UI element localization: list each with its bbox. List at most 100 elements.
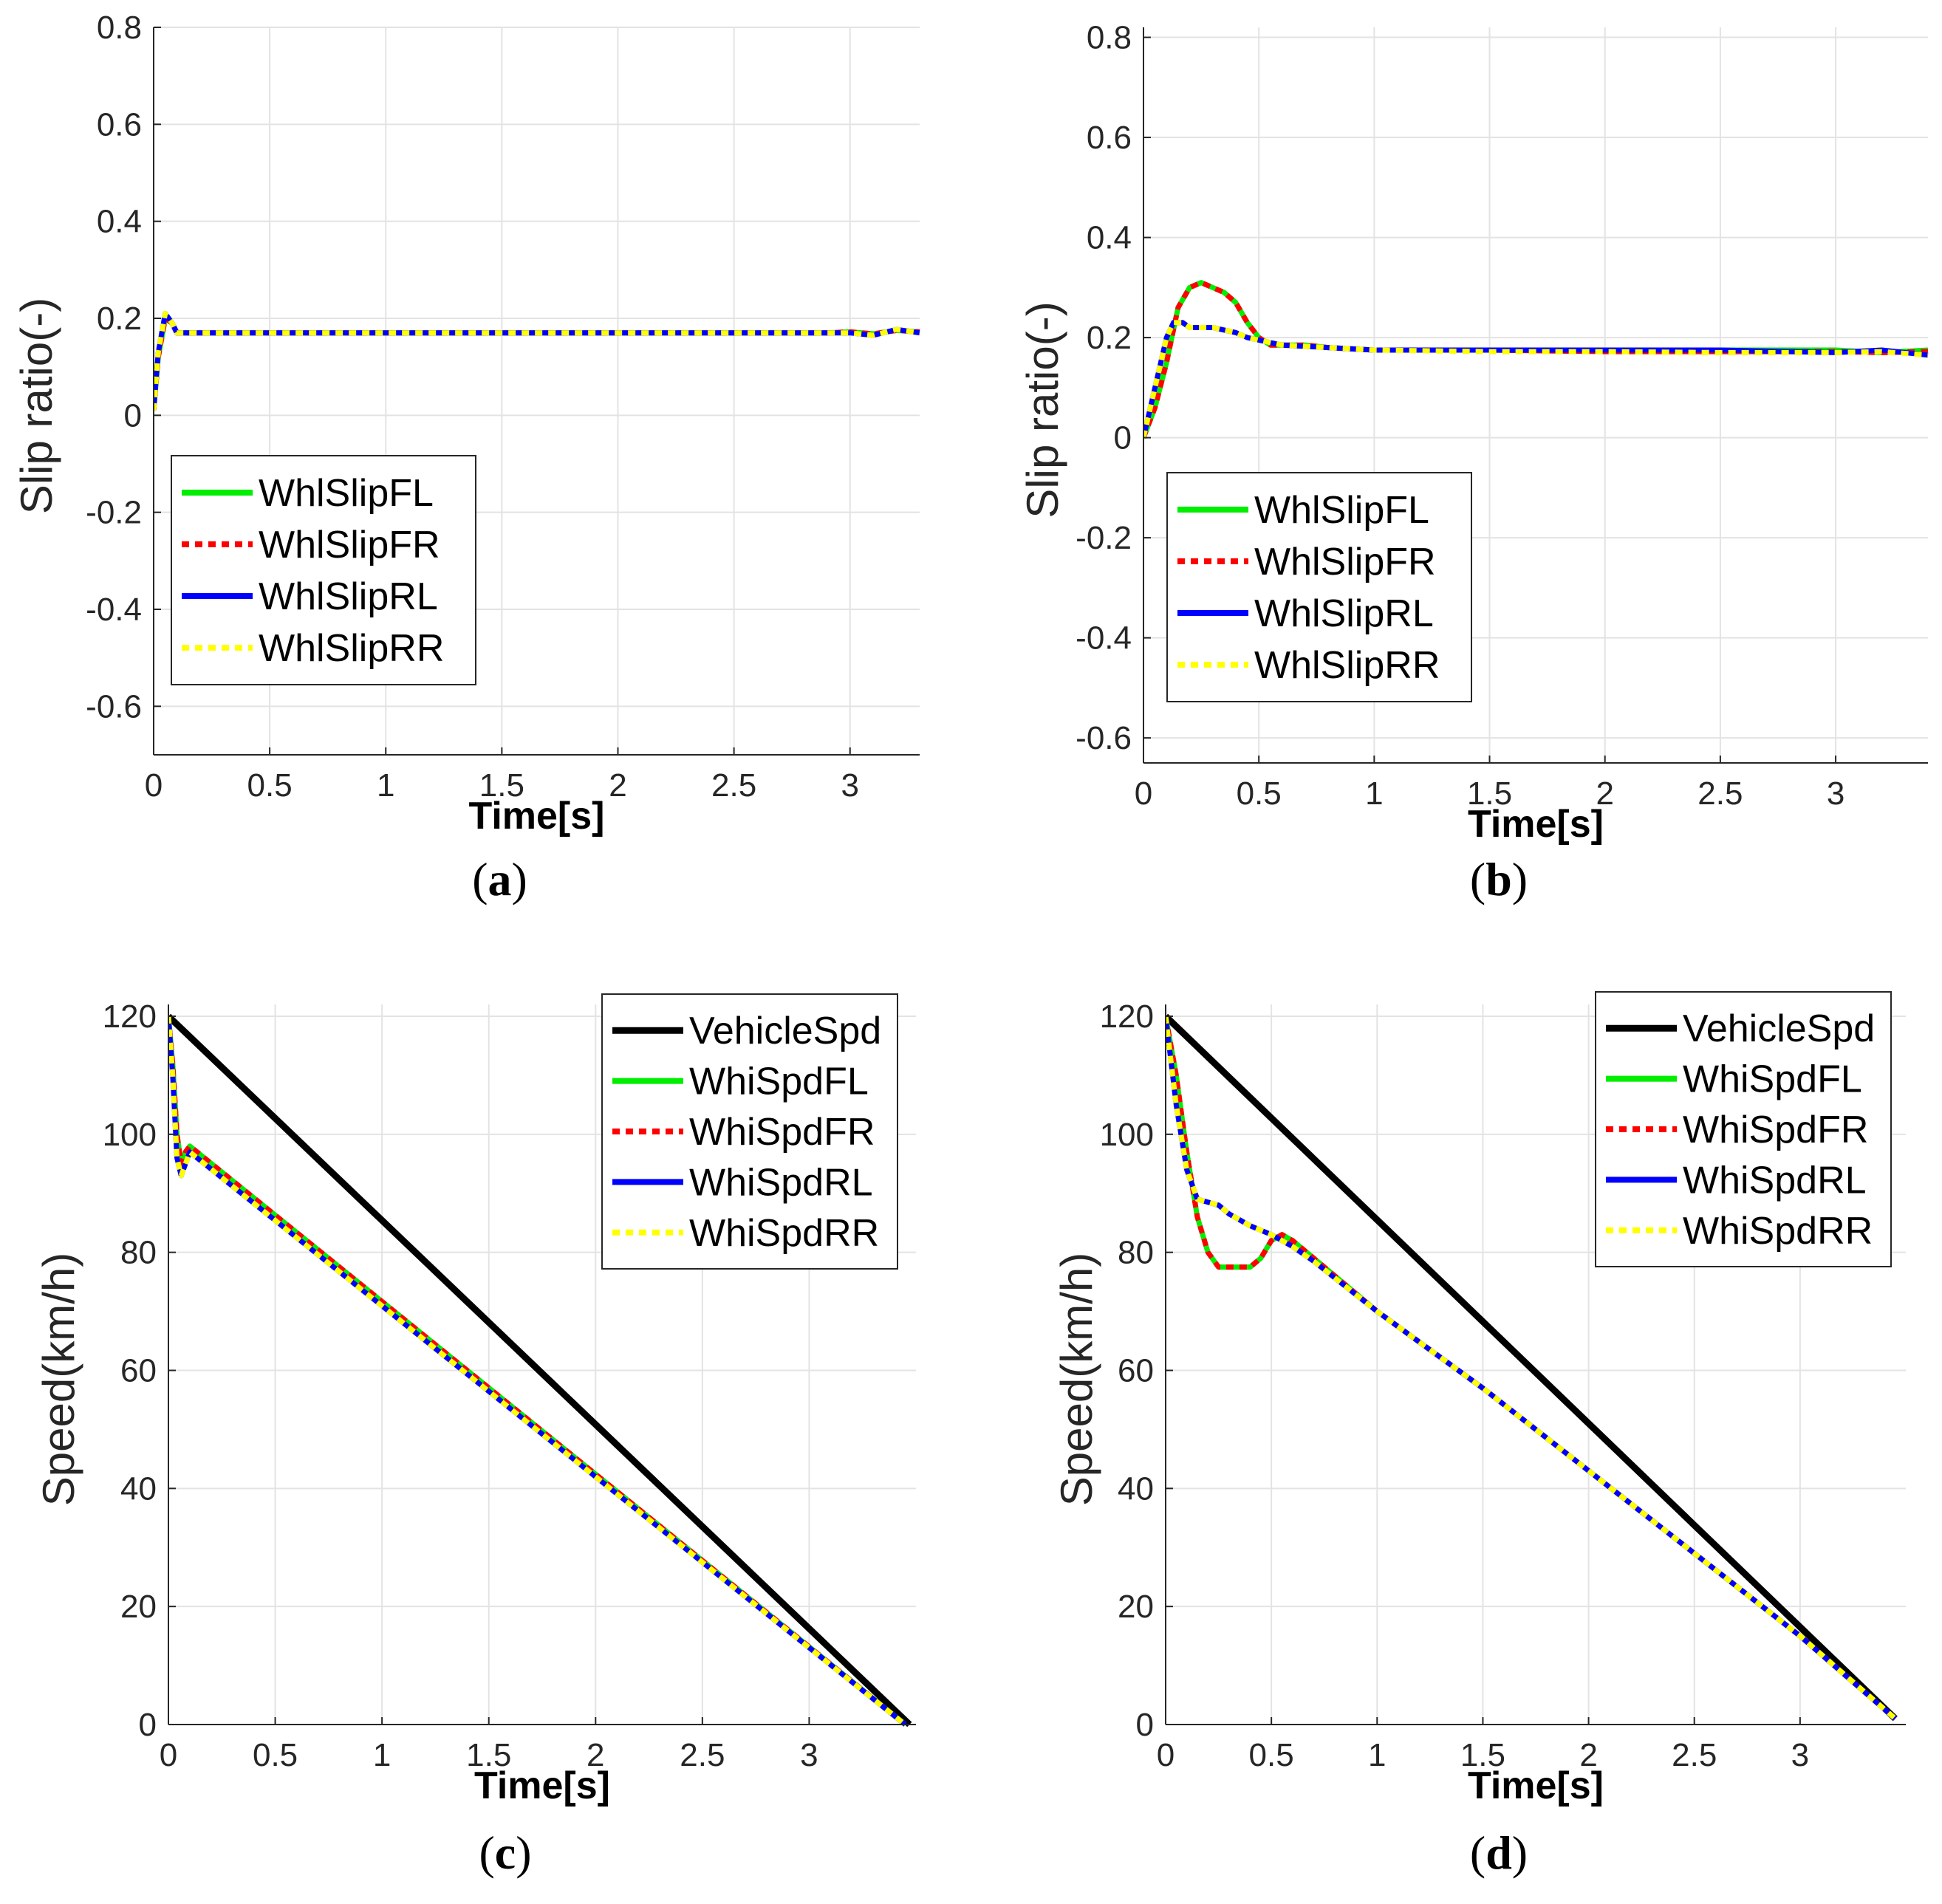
legend-label-WhlSlipFR: WhlSlipFR — [1254, 541, 1436, 583]
y-tick-label: 0 — [1136, 1707, 1154, 1743]
y-axis-label: Speed(km/h) — [1052, 1253, 1101, 1506]
y-tick-label: 100 — [1100, 1117, 1154, 1153]
legend-label-WhiSpdRL: WhiSpdRL — [689, 1161, 873, 1204]
panel-caption: (a) — [472, 853, 527, 905]
panel-d: 0 0.5 1 1.5 2 2.5 3 120 100 80 60 40 20 0 Time[s] Speed… — [1052, 991, 1906, 1879]
y-tick-label: 20 — [120, 1589, 157, 1625]
x-tick-label: 2.5 — [680, 1737, 725, 1773]
series-line-WhiSpdRR — [1166, 1016, 1897, 1721]
y-axis-label: Slip ratio(-) — [12, 298, 61, 514]
panel-a: 0 0.5 1 1.5 2 2.5 3 0.8 0.6 0.4 0.2 0 -0.2 -0.4 -0.6 Ti… — [12, 10, 920, 905]
x-tick-label: 0.5 — [1237, 775, 1282, 812]
legend-label-WhiSpdRR: WhiSpdRR — [1683, 1210, 1873, 1253]
panel-c: 0 0.5 1 1.5 2 2.5 3 120 100 80 60 40 20 0 Time[s] Speed… — [34, 993, 916, 1879]
y-tick-label: 0.6 — [1087, 120, 1132, 156]
x-tick-label: 2.5 — [1672, 1737, 1717, 1773]
x-tick-label: 2 — [1579, 1737, 1597, 1773]
y-tick-label: 80 — [1118, 1235, 1154, 1271]
panel-caption: (d) — [1470, 1826, 1528, 1879]
x-tick-label: 3 — [1791, 1737, 1809, 1773]
legend-box — [601, 993, 898, 1270]
legend-label-WhiSpdFL: WhiSpdFL — [689, 1061, 869, 1103]
y-tick-label: 0 — [124, 397, 142, 434]
legend-label-WhiSpdFR: WhiSpdFR — [689, 1111, 875, 1154]
y-tick-label: 80 — [120, 1235, 157, 1271]
x-tick-label: 1 — [377, 767, 394, 804]
y-tick-label: -0.6 — [86, 688, 142, 725]
x-tick-label: 0.5 — [253, 1737, 298, 1773]
panel-b: 0 0.5 1 1.5 2 2.5 3 0.8 0.6 0.4 0.2 0 -0.2 -0.4 -0.6 Ti… — [1018, 20, 1929, 905]
y-tick-label: 0.4 — [97, 204, 142, 240]
series-line-WhlSlipRR — [1143, 320, 1929, 439]
y-tick-label: 40 — [120, 1470, 157, 1507]
legend-label-WhlSlipRL: WhlSlipRL — [259, 575, 438, 618]
y-tick-label: -0.2 — [86, 495, 142, 531]
x-axis-label: Time[s] — [1468, 1764, 1604, 1807]
panel-caption: (c) — [479, 1826, 531, 1879]
y-tick-label: 0.6 — [97, 106, 142, 143]
x-axis-label: Time[s] — [474, 1764, 610, 1807]
x-tick-label: 0 — [1135, 775, 1152, 812]
y-tick-label: 120 — [103, 999, 157, 1035]
x-tick-label: 3 — [841, 767, 858, 804]
x-tick-label: 2 — [587, 1737, 604, 1773]
y-tick-label: 120 — [1100, 999, 1154, 1035]
x-tick-label: 3 — [1827, 775, 1844, 812]
y-tick-label: 0.4 — [1087, 220, 1132, 256]
legend-label-WhiSpdRR: WhiSpdRR — [689, 1212, 879, 1255]
legend-label-WhlSlipRL: WhlSlipRL — [1254, 592, 1434, 635]
series-line-WhiSpdFR — [168, 1016, 907, 1727]
x-axis-label: Time[s] — [1468, 803, 1604, 846]
x-tick-label: 0.5 — [1249, 1737, 1294, 1773]
x-tick-label: 0.5 — [247, 767, 293, 804]
y-tick-label: 40 — [1118, 1470, 1154, 1507]
x-tick-label: 1 — [1365, 775, 1383, 812]
series-line-WhiSpdRR — [168, 1016, 907, 1727]
y-tick-label: 20 — [1118, 1589, 1154, 1625]
x-axis-label: Time[s] — [469, 795, 605, 838]
legend-label-WhlSlipFR: WhlSlipFR — [259, 524, 440, 566]
series-line-WhlSlipRR — [154, 310, 920, 411]
y-tick-label: 0.8 — [97, 10, 142, 46]
y-tick-label: -0.4 — [1076, 620, 1132, 657]
x-tick-label: 1 — [1368, 1737, 1386, 1773]
x-tick-label: 3 — [800, 1737, 818, 1773]
x-tick-label: 1.5 — [1460, 1737, 1505, 1773]
legend-label-WhlSlipFL: WhlSlipFL — [1254, 489, 1429, 532]
legend-label-VehicleSpd: VehicleSpd — [689, 1010, 881, 1052]
y-tick-label: 100 — [103, 1117, 157, 1153]
y-tick-label: -0.4 — [86, 592, 142, 628]
x-tick-label: 2.5 — [711, 767, 756, 804]
y-tick-label: -0.2 — [1076, 520, 1132, 556]
legend-label-WhlSlipFL: WhlSlipFL — [259, 472, 434, 515]
x-tick-label: 2 — [1596, 775, 1613, 812]
legend-label-WhlSlipRR: WhlSlipRR — [1254, 644, 1440, 687]
legend-label-WhiSpdFL: WhiSpdFL — [1683, 1058, 1862, 1101]
y-tick-label: 0 — [139, 1707, 157, 1743]
legend-label-WhiSpdRL: WhiSpdRL — [1683, 1159, 1867, 1202]
y-axis-label: Speed(km/h) — [34, 1253, 83, 1506]
x-tick-label: 1.5 — [479, 767, 524, 804]
x-tick-label: 1.5 — [466, 1737, 511, 1773]
y-tick-label: -0.6 — [1076, 720, 1132, 756]
legend-label-WhiSpdFR: WhiSpdFR — [1683, 1109, 1868, 1151]
y-tick-label: 0.8 — [1087, 20, 1132, 56]
x-tick-label: 2 — [609, 767, 626, 804]
legend-label-WhlSlipRR: WhlSlipRR — [259, 627, 444, 670]
y-tick-label: 0.2 — [1087, 320, 1132, 356]
y-axis-label: Slip ratio(-) — [1018, 301, 1067, 518]
y-tick-label: 0.2 — [97, 301, 142, 337]
x-tick-label: 1.5 — [1467, 775, 1512, 812]
panel-caption: (b) — [1470, 853, 1528, 905]
x-tick-label: 1 — [373, 1737, 391, 1773]
x-tick-label: 0 — [1157, 1737, 1175, 1773]
series-line-VehicleSpd — [168, 1013, 912, 1727]
series-line-VehicleSpd — [1166, 1013, 1898, 1722]
y-tick-label: 60 — [120, 1352, 157, 1388]
legend-box — [1595, 991, 1892, 1267]
y-tick-label: 60 — [1118, 1352, 1154, 1388]
legend-label-VehicleSpd: VehicleSpd — [1683, 1007, 1875, 1050]
y-tick-label: 0 — [1114, 420, 1132, 456]
x-tick-label: 0 — [145, 767, 163, 804]
